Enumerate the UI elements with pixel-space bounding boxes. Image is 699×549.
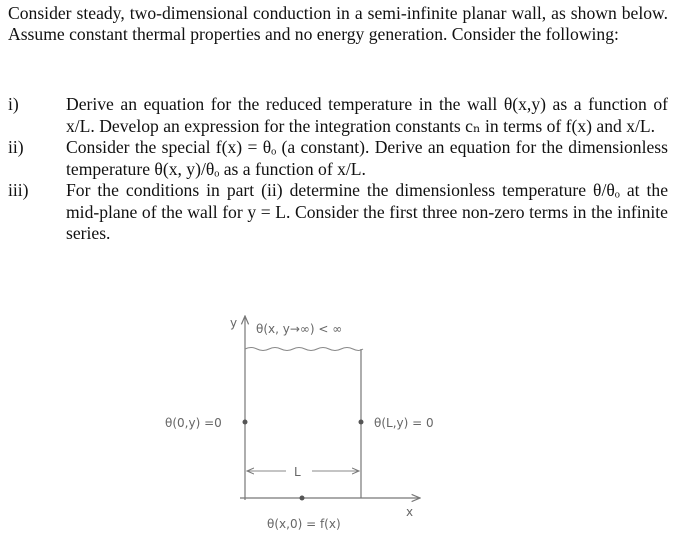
question-text: Derive an equation for the reduced tempe…	[66, 94, 668, 136]
left-boundary-condition: θ(0,y) =0	[165, 416, 222, 430]
question-item: ii) Consider the special f(x) = θₒ (a co…	[8, 137, 668, 180]
left-point	[242, 419, 248, 425]
x-axis-label: x	[406, 505, 413, 519]
y-axis-label: y	[230, 316, 237, 330]
question-item: iii) For the conditions in part (ii) det…	[8, 180, 668, 245]
question-item: i) Derive an equation for the reduced te…	[8, 94, 668, 137]
question-text: Consider the special f(x) = θₒ (a consta…	[66, 137, 668, 179]
bottom-boundary-condition: θ(x,0) = f(x)	[267, 517, 341, 531]
question-number: i)	[8, 94, 19, 114]
bottom-point	[299, 495, 305, 501]
question-number: iii)	[8, 180, 29, 200]
top-boundary-condition: θ(x, y→∞) < ∞	[256, 322, 342, 336]
right-boundary-condition: θ(L,y) = 0	[374, 416, 434, 430]
question-list: i) Derive an equation for the reduced te…	[8, 94, 668, 245]
wavy-top-edge	[244, 347, 364, 351]
question-text: For the conditions in part (ii) determin…	[66, 180, 668, 243]
problem-intro: Consider steady, two-dimensional conduct…	[8, 3, 668, 44]
width-label: L	[294, 465, 301, 479]
right-point	[358, 419, 364, 425]
question-number: ii)	[8, 137, 24, 157]
